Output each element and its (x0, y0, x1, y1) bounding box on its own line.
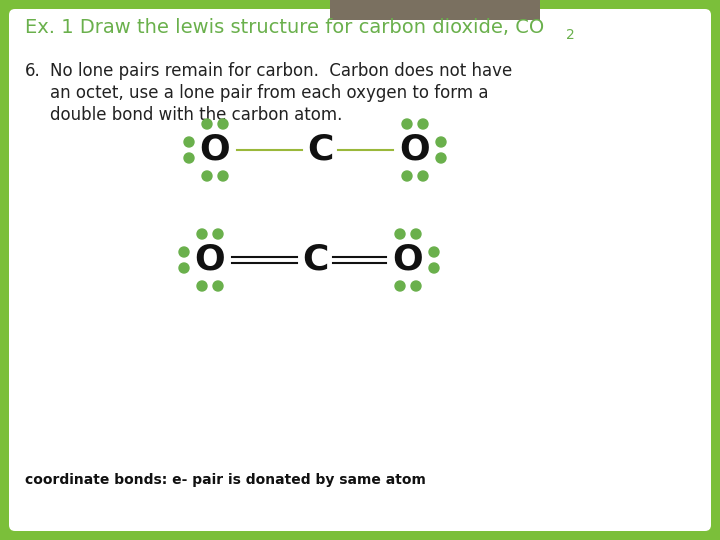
Circle shape (418, 171, 428, 181)
Text: 6.: 6. (25, 62, 41, 80)
Circle shape (184, 137, 194, 147)
Circle shape (202, 119, 212, 129)
Circle shape (218, 119, 228, 129)
Circle shape (418, 119, 428, 129)
Text: 2: 2 (566, 28, 575, 42)
Circle shape (213, 229, 223, 239)
Text: O: O (400, 133, 431, 167)
Text: Ex. 1 Draw the lewis structure for carbon dioxide, CO: Ex. 1 Draw the lewis structure for carbo… (25, 18, 544, 37)
Circle shape (395, 281, 405, 291)
Circle shape (411, 229, 421, 239)
Text: coordinate bonds: e- pair is donated by same atom: coordinate bonds: e- pair is donated by … (25, 473, 426, 487)
Text: No lone pairs remain for carbon.  Carbon does not have: No lone pairs remain for carbon. Carbon … (50, 62, 512, 80)
Circle shape (411, 281, 421, 291)
Text: O: O (392, 243, 423, 277)
Circle shape (402, 171, 412, 181)
Circle shape (179, 263, 189, 273)
Text: C: C (302, 243, 328, 277)
Text: an octet, use a lone pair from each oxygen to form a: an octet, use a lone pair from each oxyg… (50, 84, 488, 102)
Text: O: O (199, 133, 230, 167)
Circle shape (436, 153, 446, 163)
Circle shape (402, 119, 412, 129)
FancyBboxPatch shape (9, 9, 711, 531)
FancyBboxPatch shape (330, 0, 540, 20)
Text: C: C (307, 133, 333, 167)
Circle shape (218, 171, 228, 181)
Circle shape (197, 229, 207, 239)
Circle shape (436, 137, 446, 147)
Circle shape (395, 229, 405, 239)
Circle shape (184, 153, 194, 163)
Text: double bond with the carbon atom.: double bond with the carbon atom. (50, 106, 343, 124)
Circle shape (429, 263, 439, 273)
Circle shape (197, 281, 207, 291)
Circle shape (429, 247, 439, 257)
Circle shape (213, 281, 223, 291)
Circle shape (179, 247, 189, 257)
Text: O: O (194, 243, 225, 277)
Circle shape (202, 171, 212, 181)
